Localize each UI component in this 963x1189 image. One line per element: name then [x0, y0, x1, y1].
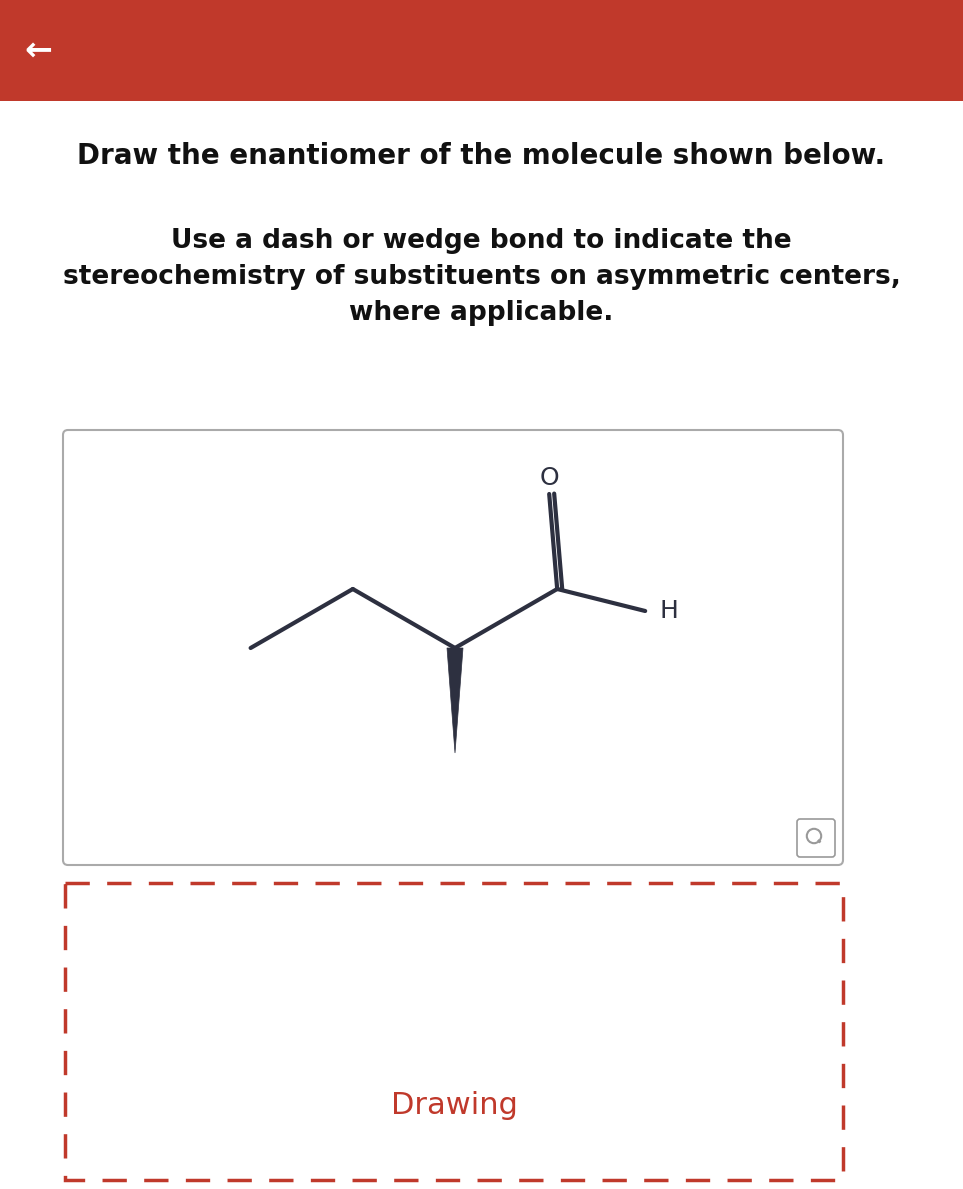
Text: H: H: [660, 599, 678, 623]
Bar: [0, 0, 963, 101]
Text: ←: ←: [24, 34, 52, 67]
FancyBboxPatch shape: [797, 819, 835, 857]
Polygon shape: [447, 648, 463, 753]
Text: Use a dash or wedge bond to indicate the: Use a dash or wedge bond to indicate the: [171, 228, 792, 254]
Text: stereochemistry of substituents on asymmetric centers,: stereochemistry of substituents on asymm…: [63, 264, 900, 290]
Text: Draw the enantiomer of the molecule shown below.: Draw the enantiomer of the molecule show…: [77, 141, 886, 170]
Text: Drawing: Drawing: [391, 1092, 517, 1120]
Text: where applicable.: where applicable.: [350, 300, 613, 326]
Bar: [65, 883, 843, 1179]
FancyBboxPatch shape: [63, 430, 843, 866]
Text: O: O: [539, 466, 559, 490]
